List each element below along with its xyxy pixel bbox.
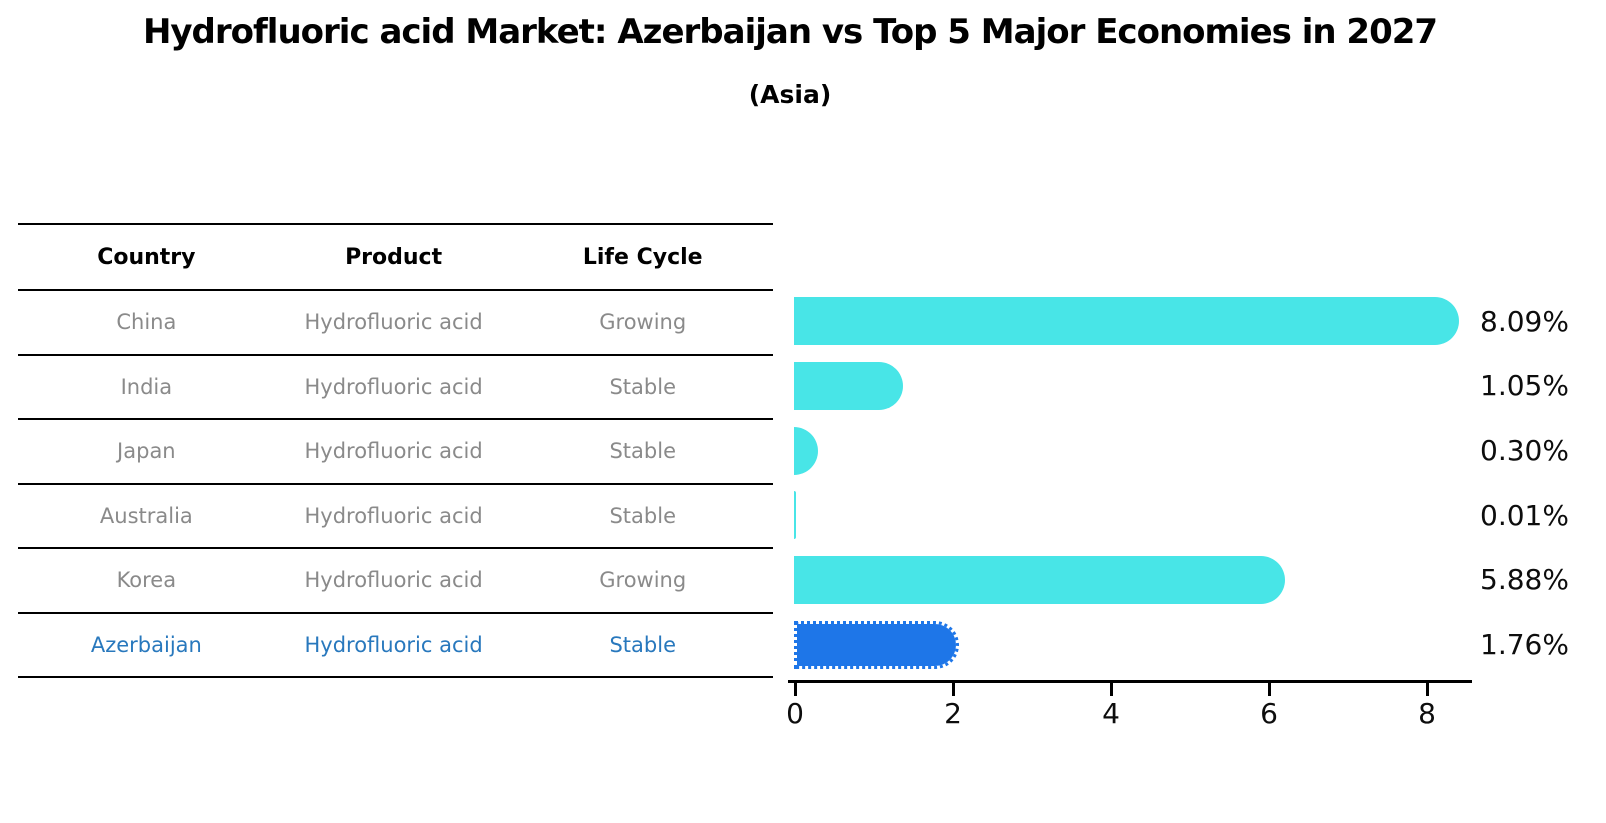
bar-row-korea [794,548,1474,613]
bar-row-azerbaijan [794,612,1474,677]
x-axis-tick-label: 6 [1260,697,1278,730]
bar-india [794,361,903,410]
cell-country: India [120,374,173,399]
header-cell-product: Product [345,244,443,270]
bar-australia [794,491,796,540]
bar-row-japan [794,418,1474,483]
value-row: 0.30% [1480,418,1606,483]
cell-country: Australia [99,503,193,528]
cell-life-cycle: Stable [609,503,676,528]
header-cell-country: Country [97,244,196,270]
table-header-row: Country Product Life Cycle [18,225,773,291]
value-row: 0.01% [1480,483,1606,548]
x-axis-tick-label: 2 [944,697,962,730]
value-row: 1.05% [1480,354,1606,419]
table-row-india: India Hydrofluoric acid Stable [18,356,773,420]
x-axis-spine [788,680,1472,683]
x-axis-tick [1110,683,1113,696]
cell-product: Hydrofluoric acid [304,439,483,464]
comparison-table: Country Product Life Cycle China Hydrofl… [18,223,773,678]
x-axis-tick [952,683,955,696]
table-row-korea: Korea Hydrofluoric acid Growing [18,549,773,614]
bar-value-label: 0.30% [1480,434,1569,468]
header-cell-life-cycle: Life Cycle [582,244,703,270]
bar-value-label: 1.05% [1480,369,1569,403]
cell-product: Hydrofluoric acid [304,310,483,335]
bar-value-label: 0.01% [1480,498,1569,532]
x-axis-tick-label: 8 [1418,697,1436,730]
cell-life-cycle: Growing [599,568,687,593]
table-row-china: China Hydrofluoric acid Growing [18,291,773,356]
bar-china [794,297,1460,346]
x-axis-tick-label: 0 [786,697,804,730]
bar-row-india [794,354,1474,419]
bar-korea [794,555,1285,604]
cell-product: Hydrofluoric acid [304,632,483,657]
bar-value-labels: 8.09% 1.05% 0.30% 0.01% 5.88% 1.76% [1480,289,1606,677]
table-row-australia: Australia Hydrofluoric acid Stable [18,485,773,549]
cell-country: Japan [117,439,176,464]
cell-life-cycle: Stable [609,374,676,399]
table-row-japan: Japan Hydrofluoric acid Stable [18,420,773,485]
page-title: Hydrofluoric acid Market: Azerbaijan vs … [142,12,1438,52]
bar-japan [794,426,818,475]
x-axis-tick [1268,683,1271,696]
value-row: 8.09% [1480,289,1606,354]
cell-product: Hydrofluoric acid [304,503,483,528]
x-axis-tick [1426,683,1429,696]
cell-product: Hydrofluoric acid [304,568,483,593]
cell-life-cycle: Stable [609,439,676,464]
cell-country: Korea [116,568,177,593]
cell-product: Hydrofluoric acid [304,374,483,399]
page-subtitle: (Asia) [748,80,832,109]
x-axis-tick-label: 4 [1102,697,1120,730]
bar-row-china [794,289,1474,354]
bar-value-label: 1.76% [1480,628,1569,662]
cell-country: Azerbaijan [90,632,202,657]
table-row-azerbaijan: Azerbaijan Hydrofluoric acid Stable [18,614,773,678]
cell-country: China [116,310,177,335]
bar-value-label: 8.09% [1480,304,1569,338]
cell-life-cycle: Stable [609,632,676,657]
x-axis: 0 2 4 6 8 [786,680,1472,732]
cell-life-cycle: Growing [599,310,687,335]
x-axis-tick [794,683,797,696]
bar-value-label: 5.88% [1480,563,1569,597]
value-row: 5.88% [1480,548,1606,613]
bar-chart [794,289,1474,677]
bar-azerbaijan [794,620,960,669]
value-row: 1.76% [1480,612,1606,677]
bar-row-australia [794,483,1474,548]
